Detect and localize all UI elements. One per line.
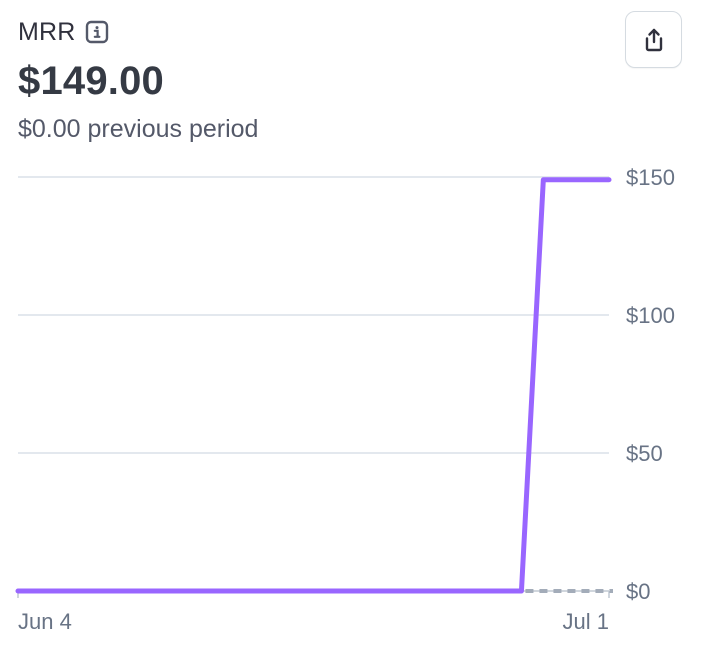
series-line-current bbox=[15, 177, 612, 594]
metric-value: $149.00 bbox=[18, 59, 164, 103]
share-icon bbox=[643, 28, 665, 52]
metric-title-row: MRR bbox=[18, 14, 578, 50]
y-tick-label: $150 bbox=[626, 165, 675, 190]
info-icon[interactable] bbox=[85, 20, 109, 44]
metric-header: MRR $149.00 $0.00 previous period bbox=[18, 14, 578, 144]
y-tick-label: $100 bbox=[626, 303, 675, 328]
y-tick-label: $0 bbox=[626, 579, 650, 604]
metric-previous-period: $0.00 previous period bbox=[18, 115, 259, 143]
metric-label: MRR bbox=[18, 17, 76, 46]
x-tick-label: Jun 4 bbox=[18, 609, 72, 634]
share-button[interactable] bbox=[625, 11, 682, 68]
y-tick-label: $50 bbox=[626, 441, 663, 466]
x-tick-label: Jul 1 bbox=[563, 609, 609, 634]
